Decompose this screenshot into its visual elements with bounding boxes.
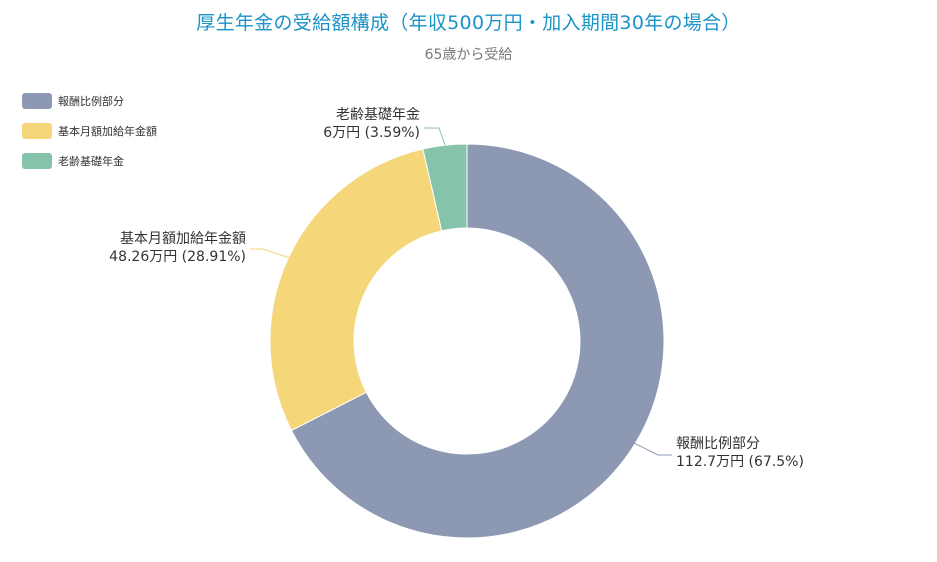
slice-label-name-0: 報酬比例部分 [676, 436, 760, 452]
legend-item-2[interactable]: 老齢基礎年金 [22, 152, 157, 169]
legend-swatch-1 [22, 122, 52, 139]
chart-subtitle: 65歳から受給 [424, 47, 513, 63]
slice-label-value-0: 112.7万円 (67.5%) [676, 454, 804, 470]
chart-title: 厚生年金の受給額構成（年収500万円・加入期間30年の場合） [196, 12, 741, 34]
slice-label-name-2: 老齢基礎年金 [336, 106, 420, 123]
legend-swatch-0 [22, 92, 52, 109]
label-leader-line-2 [424, 127, 446, 146]
label-leader-line-0 [611, 431, 672, 456]
legend: 報酬比例部分 基本月額加給年金額 老齢基礎年金 [22, 92, 157, 182]
legend-swatch-2 [22, 152, 52, 169]
legend-label-0: 報酬比例部分 [58, 94, 124, 108]
label-leader-line-1 [250, 248, 291, 259]
slice-label-value-1: 48.26万円 (28.91%) [109, 249, 246, 265]
legend-item-1[interactable]: 基本月額加給年金額 [22, 122, 157, 139]
donut-slice-0[interactable] [290, 143, 665, 539]
donut-slice-2[interactable] [422, 143, 468, 232]
slice-label-name-1: 基本月額加給年金額 [120, 230, 246, 247]
legend-item-0[interactable]: 報酬比例部分 [22, 92, 157, 109]
slice-label-value-2: 6万円 (3.59%) [323, 125, 420, 141]
legend-label-1: 基本月額加給年金額 [58, 124, 157, 138]
legend-label-2: 老齢基礎年金 [58, 154, 124, 168]
donut-slice-1[interactable] [269, 148, 443, 432]
